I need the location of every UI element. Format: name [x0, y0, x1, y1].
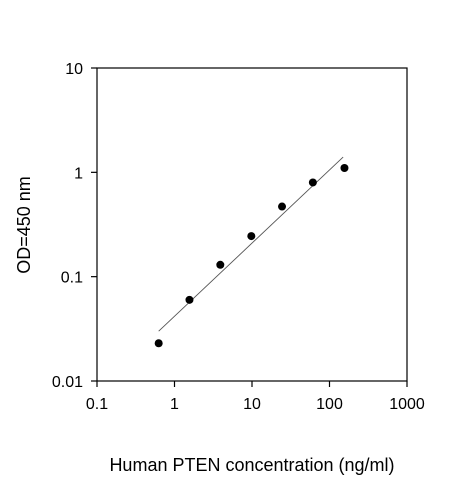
data-point [154, 339, 163, 348]
plot-frame [96, 67, 408, 382]
x-tick-label: 1 [170, 396, 179, 413]
y-tick-label: 0.1 [61, 270, 83, 287]
data-point [340, 164, 349, 173]
x-tick-label: 0.1 [86, 396, 108, 413]
x-tick-label: 10 [243, 396, 261, 413]
data-point [216, 260, 225, 269]
y-axis-title: OD=450 nm [14, 176, 34, 274]
data-point [247, 232, 256, 241]
x-tick-label: 1000 [389, 396, 425, 413]
y-axis-ticks: 0.01 0.1 1 10 [52, 61, 97, 391]
x-axis-ticks: 0.1 1 10 100 1000 [86, 381, 425, 413]
x-tick-label: 100 [316, 396, 343, 413]
y-tick-label: 0.01 [52, 374, 83, 391]
y-tick-label: 1 [74, 165, 83, 182]
data-point [308, 178, 317, 187]
data-points [154, 164, 349, 348]
y-tick-label: 10 [65, 61, 83, 78]
data-point [278, 202, 287, 211]
data-point [185, 295, 194, 304]
x-axis-title: Human PTEN concentration (ng/ml) [109, 455, 394, 475]
